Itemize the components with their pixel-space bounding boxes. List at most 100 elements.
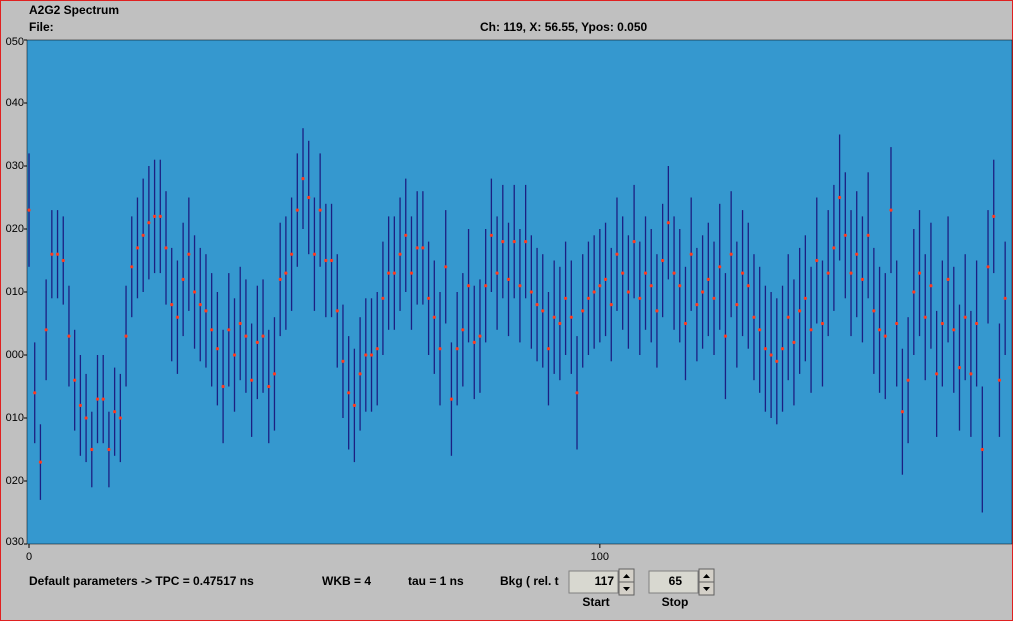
- data-point: [541, 309, 545, 313]
- data-point: [877, 328, 882, 332]
- data-point: [210, 328, 214, 332]
- y-tick-label: 030: [6, 536, 24, 548]
- data-point: [227, 328, 231, 332]
- data-point: [38, 460, 43, 464]
- data-point: [301, 177, 305, 181]
- data-point: [73, 378, 77, 382]
- data-point: [244, 334, 248, 338]
- data-point: [923, 315, 927, 319]
- stop-value: 65: [669, 574, 683, 588]
- data-point: [546, 347, 551, 351]
- stop-label: Stop: [662, 595, 689, 609]
- data-point: [449, 397, 454, 401]
- data-point: [935, 372, 939, 376]
- data-point: [592, 290, 596, 294]
- start-spinner[interactable]: 117: [568, 568, 635, 596]
- data-point: [895, 321, 899, 326]
- data-point: [729, 252, 733, 256]
- data-point: [466, 284, 471, 288]
- data-point: [307, 195, 311, 200]
- data-point: [969, 372, 973, 376]
- data-point: [798, 309, 802, 313]
- data-point: [198, 303, 202, 307]
- data-point: [603, 277, 608, 281]
- y-tick-label: 030: [6, 160, 24, 172]
- data-point: [809, 328, 813, 332]
- data-point: [843, 233, 847, 237]
- data-point: [866, 233, 870, 237]
- data-point: [375, 347, 379, 351]
- data-point: [906, 378, 910, 382]
- x-tick-label: 100: [591, 551, 609, 563]
- data-point: [643, 271, 648, 275]
- stop-spinner[interactable]: 65: [648, 568, 715, 596]
- data-point: [535, 303, 539, 307]
- data-point: [723, 334, 728, 338]
- data-point: [267, 384, 271, 389]
- data-point: [752, 315, 756, 319]
- data-point: [957, 366, 962, 370]
- data-point: [826, 271, 830, 275]
- data-point: [147, 221, 151, 225]
- data-point: [883, 334, 887, 338]
- data-point: [512, 240, 516, 244]
- data-point: [769, 353, 773, 357]
- data-point: [84, 416, 88, 420]
- data-point: [758, 328, 762, 332]
- data-point: [1003, 296, 1007, 300]
- stop-input[interactable]: [648, 570, 699, 594]
- data-point: [295, 208, 299, 212]
- y-tick-label: 050: [6, 36, 24, 48]
- data-point: [455, 347, 459, 351]
- data-point: [27, 208, 31, 212]
- data-point: [215, 347, 219, 351]
- data-point: [192, 290, 197, 294]
- plot[interactable]: 030 020 010 000 010 020 030 040 050 0 100: [6, 36, 1013, 563]
- data-point: [278, 277, 282, 281]
- data-point: [706, 277, 710, 281]
- data-point: [352, 403, 356, 407]
- start-label: Start: [582, 595, 609, 609]
- data-point: [90, 447, 94, 452]
- data-point: [438, 347, 442, 351]
- y-tick-label: 040: [6, 97, 24, 109]
- data-point: [718, 265, 722, 269]
- bkg-label: Bkg ( rel. t: [500, 574, 559, 588]
- data-point: [404, 233, 408, 237]
- data-point: [312, 252, 317, 256]
- data-point: [518, 284, 522, 288]
- start-value: 117: [595, 574, 615, 588]
- data-point: [501, 240, 505, 244]
- data-point: [478, 334, 482, 338]
- data-point: [175, 315, 180, 319]
- data-point: [432, 315, 436, 319]
- data-point: [740, 271, 745, 275]
- data-point: [130, 265, 134, 269]
- x-tick-label: 0: [26, 551, 32, 563]
- data-point: [780, 347, 785, 351]
- data-point: [912, 290, 916, 294]
- data-point: [992, 214, 996, 218]
- data-point: [917, 271, 922, 275]
- data-point: [621, 271, 625, 275]
- data-point: [61, 258, 65, 263]
- data-point: [975, 321, 979, 326]
- data-point: [187, 252, 191, 256]
- data-point: [529, 290, 533, 294]
- data-point: [666, 221, 670, 225]
- wkb: WKB = 4: [322, 574, 371, 588]
- data-point: [661, 258, 665, 263]
- data-point: [775, 359, 779, 363]
- data-point: [250, 378, 254, 382]
- data-point: [940, 321, 944, 326]
- data-point: [55, 252, 60, 256]
- data-point: [963, 315, 967, 319]
- data-point: [484, 284, 488, 288]
- data-point: [735, 303, 739, 307]
- data-point: [415, 246, 419, 250]
- data-point: [495, 271, 499, 275]
- start-input[interactable]: [568, 570, 619, 594]
- data-point: [135, 246, 140, 250]
